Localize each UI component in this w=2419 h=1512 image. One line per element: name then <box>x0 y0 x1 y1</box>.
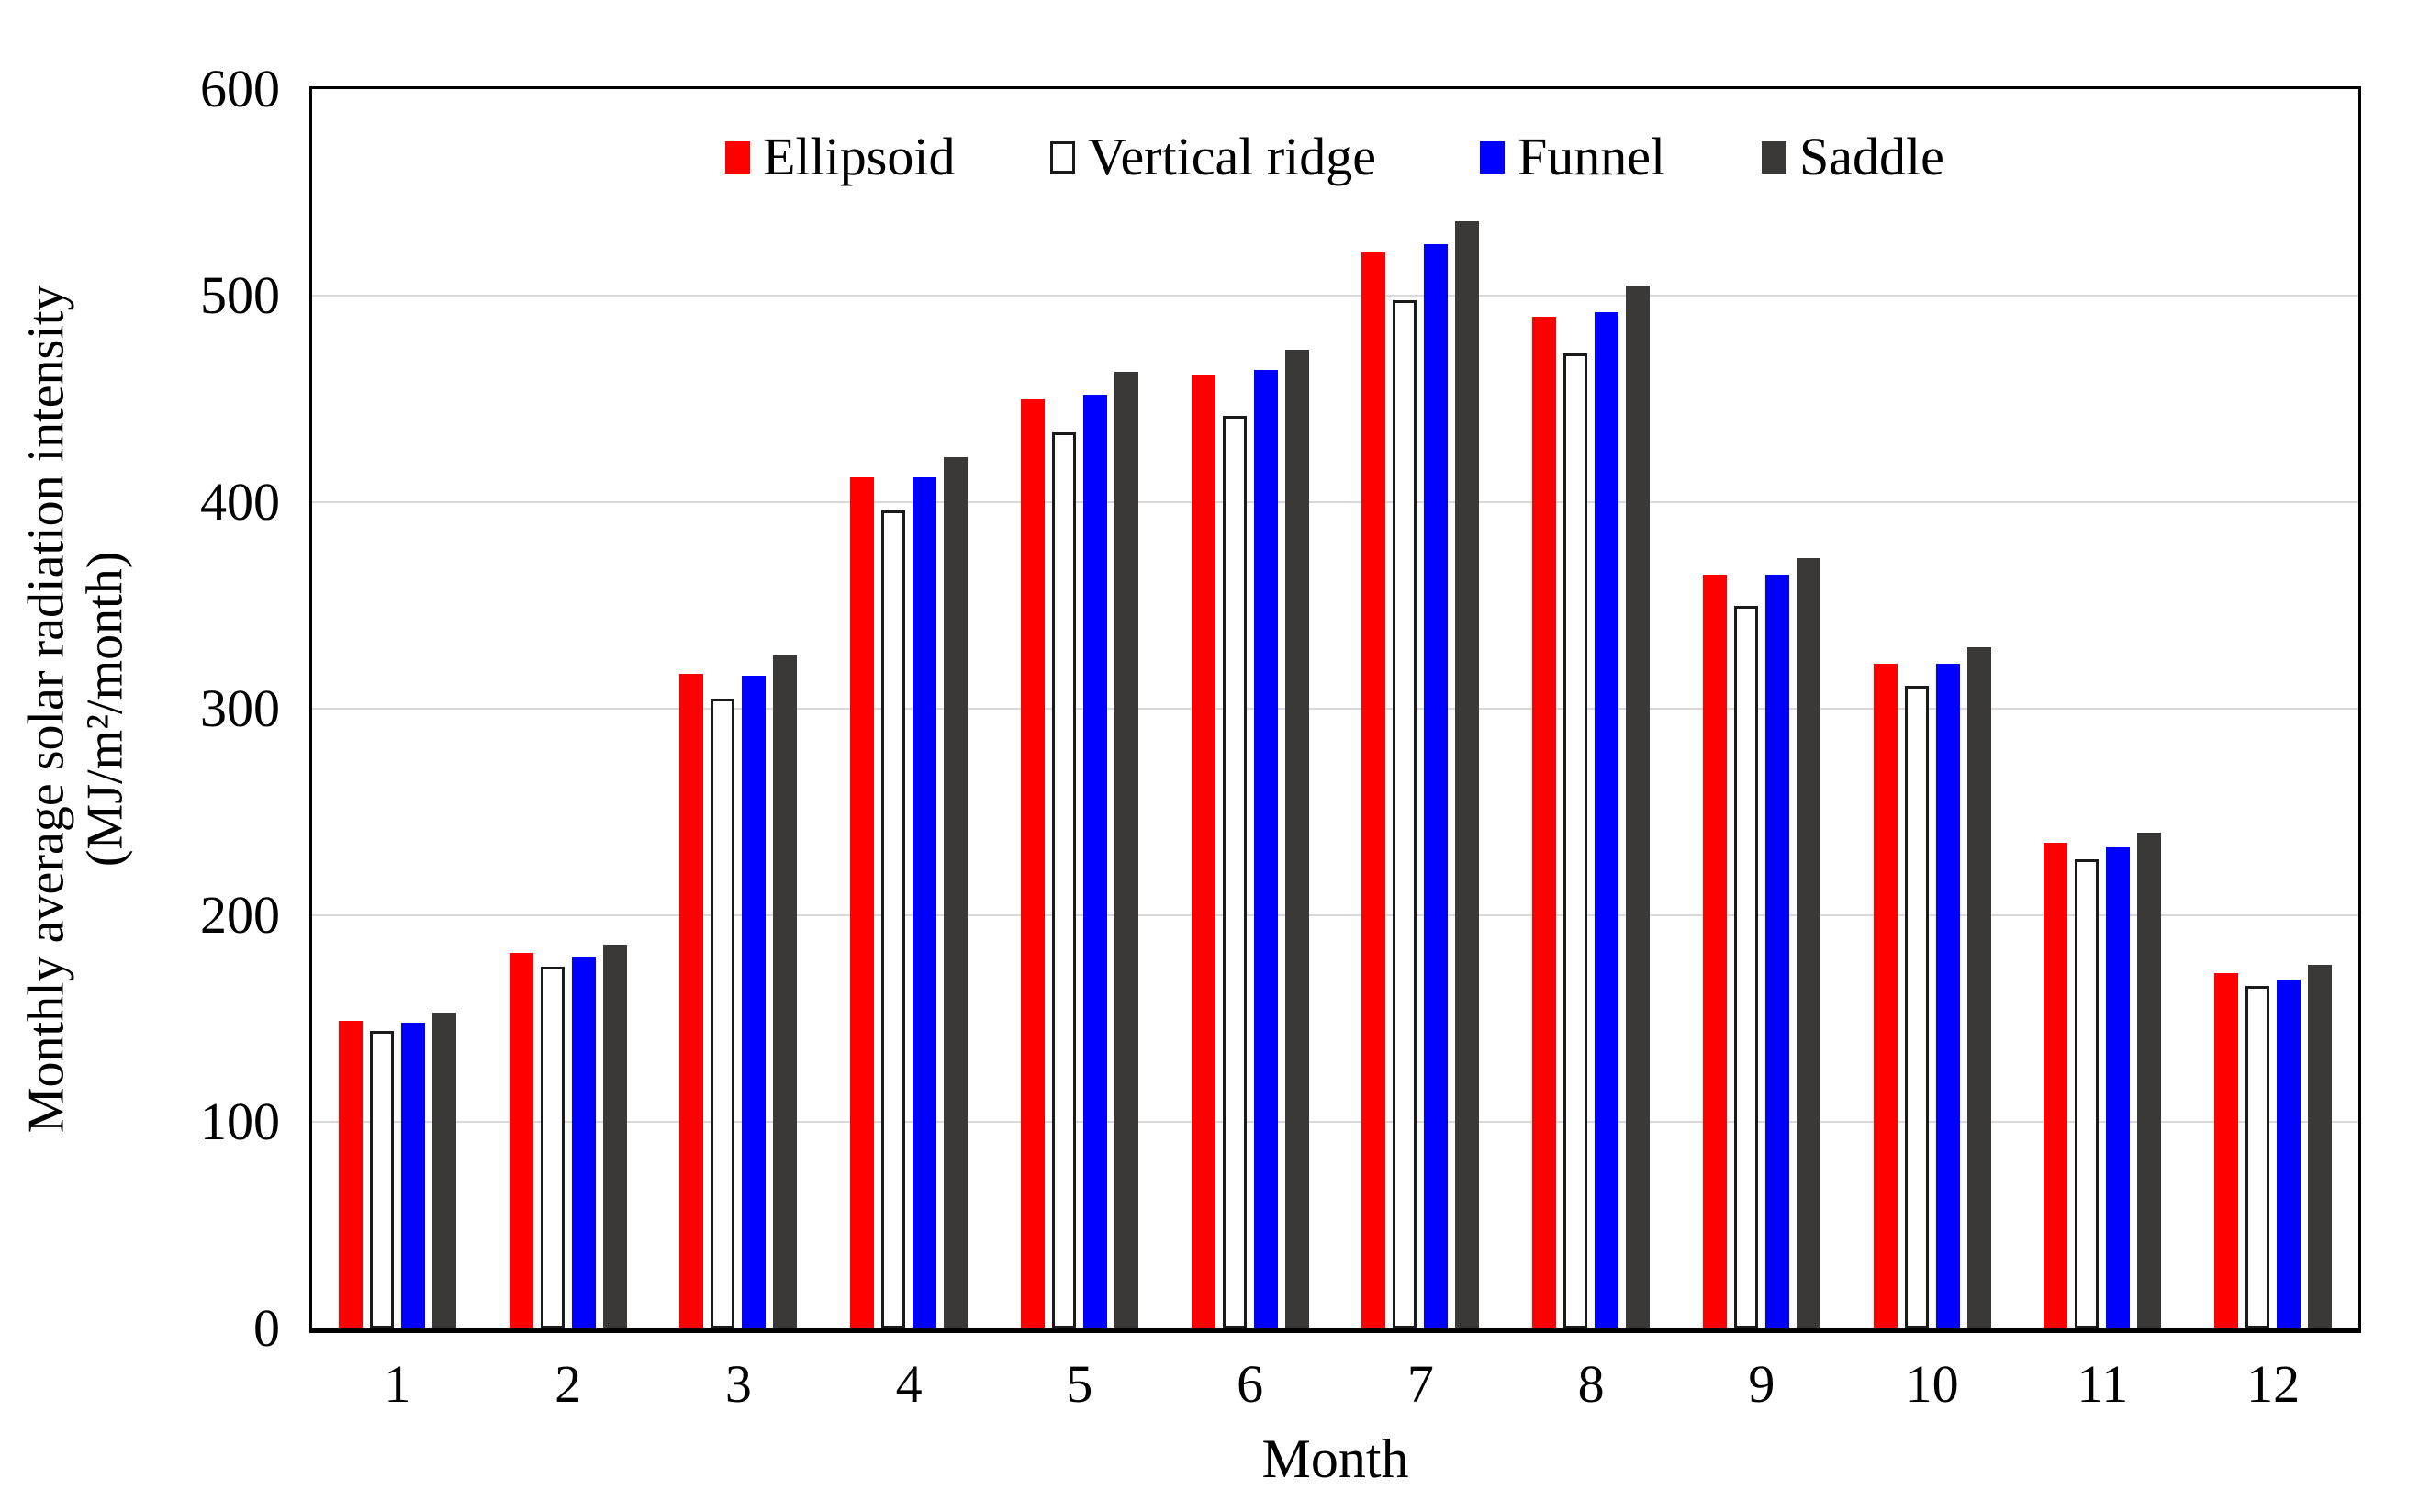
bar-month6-saddle <box>1284 349 1309 1328</box>
bar-month11-funnel <box>2106 846 2131 1328</box>
bar-month8-funnel <box>1595 312 1619 1328</box>
bar-month7-ellipsoid <box>1361 252 1386 1328</box>
legend-item-vertical-ridge: Vertical ridge <box>1050 127 1377 186</box>
y-tick-400: 400 <box>200 472 280 532</box>
bar-month6-vertical-ridge <box>1222 415 1247 1328</box>
y-tick-600: 600 <box>200 59 280 118</box>
bar-month7-vertical-ridge <box>1393 299 1417 1328</box>
bar-month2-vertical-ridge <box>540 967 565 1328</box>
bar-month3-funnel <box>742 676 767 1328</box>
x-tick-6: 6 <box>1237 1354 1264 1414</box>
bar-month4-saddle <box>944 456 969 1328</box>
x-tick-8: 8 <box>1577 1354 1605 1414</box>
bar-month8-vertical-ridge <box>1563 353 1588 1328</box>
bar-month9-ellipsoid <box>1702 574 1727 1328</box>
gridline-y100 <box>312 1121 2358 1123</box>
bar-month1-saddle <box>431 1012 456 1328</box>
y-tick-200: 200 <box>200 885 280 945</box>
legend-label: Funnel <box>1517 127 1666 186</box>
bar-month5-saddle <box>1114 372 1138 1328</box>
bar-month2-saddle <box>602 944 627 1328</box>
bar-month10-vertical-ridge <box>1904 686 1929 1328</box>
bar-month9-funnel <box>1764 574 1789 1328</box>
bar-month11-saddle <box>2137 833 2162 1328</box>
bar-month10-funnel <box>1935 663 1960 1328</box>
bar-month11-ellipsoid <box>2044 843 2068 1328</box>
bar-month12-ellipsoid <box>2214 973 2239 1328</box>
x-tick-10: 10 <box>1905 1354 1959 1414</box>
bar-month5-vertical-ridge <box>1051 431 1076 1328</box>
bar-month1-ellipsoid <box>338 1020 363 1328</box>
legend-marker-vertical-ridge-icon <box>1050 140 1075 174</box>
bar-month3-saddle <box>773 655 798 1328</box>
legend-label: Ellipsoid <box>763 127 956 186</box>
bar-month4-funnel <box>913 477 937 1328</box>
x-tick-4: 4 <box>895 1354 923 1414</box>
bar-month10-saddle <box>1966 646 1991 1328</box>
x-tick-5: 5 <box>1066 1354 1093 1414</box>
bar-month11-vertical-ridge <box>2075 859 2100 1328</box>
bar-month6-funnel <box>1253 370 1278 1328</box>
gridline-y200 <box>312 914 2358 916</box>
legend-marker-saddle-icon <box>1762 140 1786 174</box>
gridline-y400 <box>312 501 2358 503</box>
x-tick-9: 9 <box>1748 1354 1775 1414</box>
legend-marker-ellipsoid-icon <box>725 140 750 174</box>
legend-marker-funnel-icon <box>1480 140 1505 174</box>
y-tick-500: 500 <box>200 265 280 325</box>
bar-month12-funnel <box>2277 979 2301 1328</box>
y-axis-title-line1: Monthly average solar radiation intensit… <box>17 285 75 1133</box>
bar-month2-ellipsoid <box>509 952 533 1328</box>
bar-month2-funnel <box>571 957 596 1328</box>
bar-month12-vertical-ridge <box>2245 985 2270 1328</box>
x-axis-title: Month <box>1261 1428 1409 1489</box>
bar-month9-saddle <box>1796 557 1820 1328</box>
legend-item-ellipsoid: Ellipsoid <box>725 127 956 186</box>
bar-month10-ellipsoid <box>1873 663 1898 1328</box>
x-tick-2: 2 <box>554 1354 582 1414</box>
bar-month5-funnel <box>1082 395 1107 1328</box>
gridline-y500 <box>312 295 2358 297</box>
bar-month9-vertical-ridge <box>1733 605 1758 1328</box>
bar-month4-ellipsoid <box>850 477 875 1328</box>
bar-month5-ellipsoid <box>1020 398 1045 1328</box>
bar-month3-ellipsoid <box>679 673 704 1328</box>
bar-month6-ellipsoid <box>1191 374 1215 1328</box>
legend-label: Vertical ridge <box>1088 127 1377 186</box>
bar-month7-saddle <box>1455 221 1480 1328</box>
gridline-y300 <box>312 708 2358 710</box>
x-tick-3: 3 <box>724 1354 752 1414</box>
y-tick-300: 300 <box>200 678 280 738</box>
x-tick-11: 11 <box>2077 1354 2129 1414</box>
plot-area: Ellipsoid Vertical ridge Funnel Saddle <box>309 86 2361 1333</box>
y-tick-0: 0 <box>253 1298 280 1358</box>
y-tick-100: 100 <box>200 1092 280 1151</box>
bar-month8-saddle <box>1626 285 1651 1328</box>
legend-label: Saddle <box>1799 127 1944 186</box>
bar-month7-funnel <box>1424 243 1449 1328</box>
bar-month12-saddle <box>2308 965 2333 1328</box>
x-tick-12: 12 <box>2246 1354 2301 1414</box>
legend-item-saddle: Saddle <box>1762 127 1944 186</box>
x-tick-7: 7 <box>1406 1354 1434 1414</box>
bar-month4-vertical-ridge <box>881 510 906 1328</box>
bar-month1-vertical-ridge <box>369 1031 394 1328</box>
legend-item-funnel: Funnel <box>1480 127 1666 186</box>
bar-month8-ellipsoid <box>1532 316 1557 1328</box>
x-tick-1: 1 <box>384 1354 411 1414</box>
bar-month1-funnel <box>400 1023 425 1328</box>
bar-month3-vertical-ridge <box>711 698 735 1328</box>
